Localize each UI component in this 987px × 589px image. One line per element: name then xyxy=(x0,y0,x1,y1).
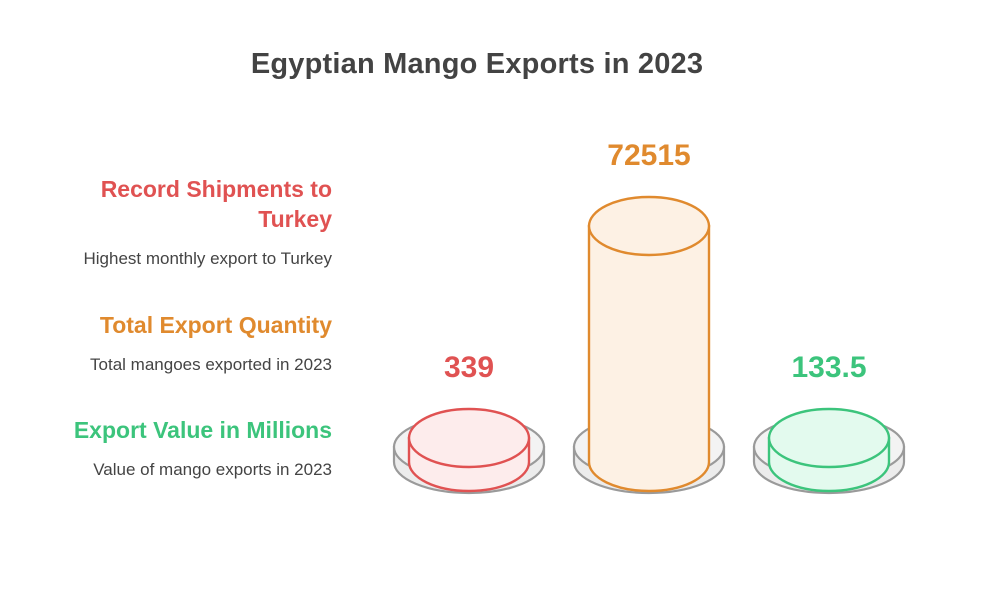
legend-item-total-quantity: Total Export Quantity Total mangoes expo… xyxy=(32,310,332,376)
value-label-2: 133.5 xyxy=(791,351,866,384)
value-label-0: 339 xyxy=(444,351,494,384)
bar-group-0: 339 xyxy=(392,351,546,495)
bar-top-2 xyxy=(767,407,891,469)
legend-item-record-shipments: Record Shipments to Turkey Highest month… xyxy=(32,174,332,270)
legend-desc-record-shipments: Highest monthly export to Turkey xyxy=(83,249,332,268)
bar-top-0 xyxy=(407,407,531,469)
legend-desc-export-value: Value of mango exports in 2023 xyxy=(93,460,332,479)
bar-top-1 xyxy=(587,195,711,257)
bar-group-2: 133.5 xyxy=(752,351,906,495)
legend-desc-total-quantity: Total mangoes exported in 2023 xyxy=(90,355,332,374)
legend-title-total-quantity: Total Export Quantity xyxy=(99,312,332,338)
bar-group-1: 72515 xyxy=(572,139,726,495)
legend-title-record-shipments: Record Shipments to Turkey xyxy=(100,176,332,232)
value-label-1: 72515 xyxy=(607,139,690,172)
legend-item-export-value: Export Value in Millions Value of mango … xyxy=(32,415,332,481)
chart-title: Egyptian Mango Exports in 2023 xyxy=(250,48,704,80)
bar-1 xyxy=(587,224,711,493)
legend-title-export-value: Export Value in Millions xyxy=(73,417,332,443)
